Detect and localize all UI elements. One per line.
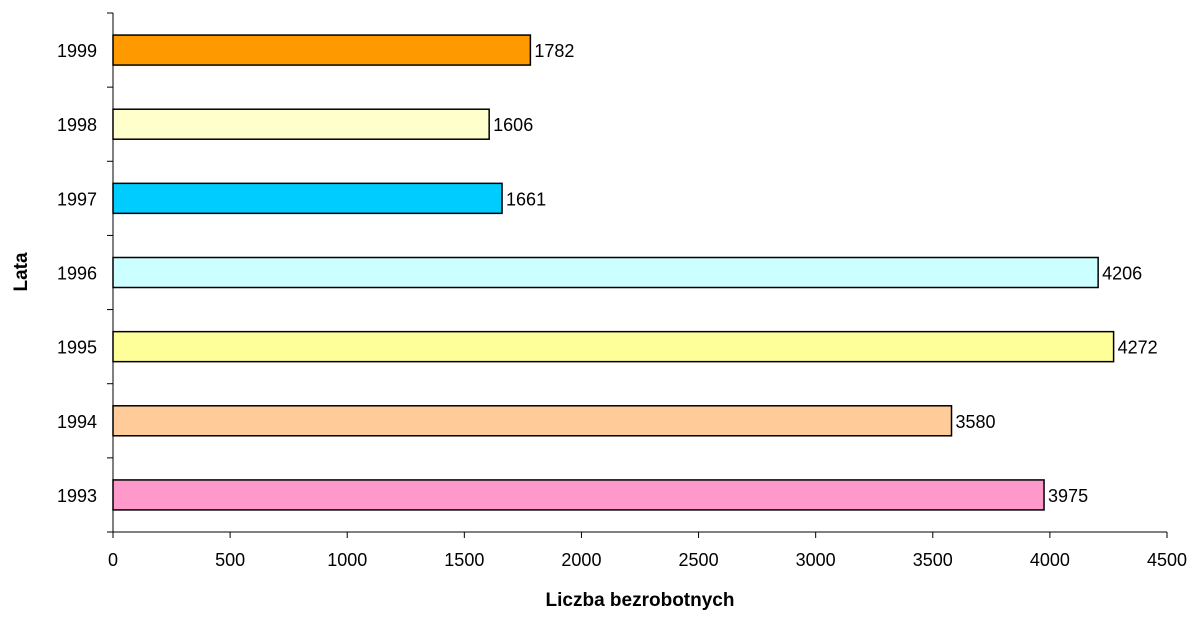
x-tick-label-1000: 1000: [327, 550, 367, 570]
data-label-1997: 1661: [506, 189, 546, 209]
x-tick-label-3000: 3000: [796, 550, 836, 570]
y-tick-label-1999: 1999: [57, 41, 97, 61]
y-tick-label-1997: 1997: [57, 189, 97, 209]
data-label-1993: 3975: [1048, 486, 1088, 506]
data-label-1998: 1606: [493, 115, 533, 135]
x-tick-label-3500: 3500: [913, 550, 953, 570]
x-tick-label-500: 500: [215, 550, 245, 570]
bars-layer: [112, 34, 1115, 511]
y-tick-label-1996: 1996: [57, 264, 97, 284]
bar-1993: [112, 479, 1045, 511]
x-tick-label-0: 0: [108, 550, 118, 570]
y-tick-label-1995: 1995: [57, 338, 97, 358]
bar-1997: [112, 182, 503, 215]
data-label-1999: 1782: [534, 41, 574, 61]
x-tick-label-2000: 2000: [561, 550, 601, 570]
bar-1995: [112, 330, 1115, 363]
data-label-1994: 3580: [956, 412, 996, 432]
x-tick-label-1500: 1500: [444, 550, 484, 570]
data-label-1996: 4206: [1102, 264, 1142, 284]
bar-1996: [112, 256, 1099, 289]
y-tick-label-1993: 1993: [57, 486, 97, 506]
bar-1998: [112, 108, 490, 140]
y-tick-label-1994: 1994: [57, 412, 97, 432]
x-tick-label-4500: 4500: [1147, 550, 1187, 570]
axes-layer: [107, 12, 1168, 538]
y-axis-title: Lata: [11, 252, 32, 292]
data-label-1995: 4272: [1118, 338, 1158, 358]
bar-1999: [112, 34, 532, 66]
x-tick-label-2500: 2500: [679, 550, 719, 570]
bar-1994: [112, 405, 953, 437]
labels-layer: 3975 1993 3580 1994 4272 1995 4206 1996 1661 1997…: [57, 41, 1187, 570]
x-axis-title: Liczba bezrobotnych: [546, 590, 735, 611]
y-tick-label-1998: 1998: [57, 115, 97, 135]
x-tick-label-4000: 4000: [1030, 550, 1070, 570]
